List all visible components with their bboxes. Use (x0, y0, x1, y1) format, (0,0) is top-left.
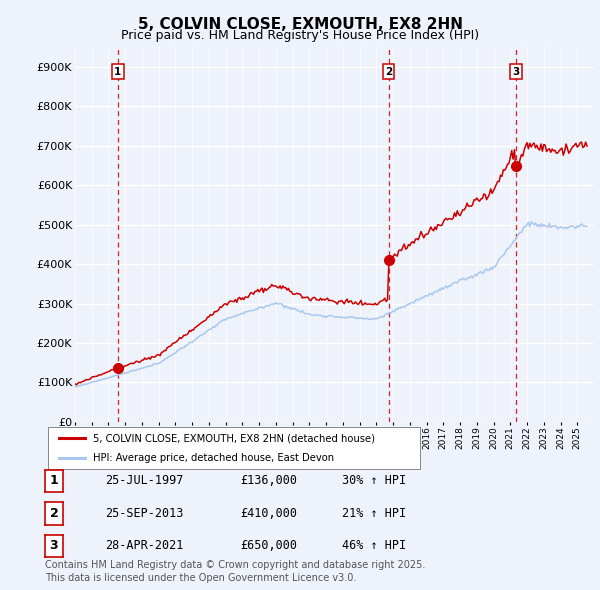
Text: 28-APR-2021: 28-APR-2021 (105, 539, 184, 552)
Text: 3: 3 (50, 539, 58, 552)
Text: Price paid vs. HM Land Registry's House Price Index (HPI): Price paid vs. HM Land Registry's House … (121, 30, 479, 42)
Text: 46% ↑ HPI: 46% ↑ HPI (342, 539, 406, 552)
Text: 25-JUL-1997: 25-JUL-1997 (105, 474, 184, 487)
Text: 30% ↑ HPI: 30% ↑ HPI (342, 474, 406, 487)
Text: 3: 3 (512, 67, 519, 77)
Text: £136,000: £136,000 (240, 474, 297, 487)
Text: 21% ↑ HPI: 21% ↑ HPI (342, 507, 406, 520)
Text: 2: 2 (385, 67, 392, 77)
Text: 5, COLVIN CLOSE, EXMOUTH, EX8 2HN: 5, COLVIN CLOSE, EXMOUTH, EX8 2HN (137, 17, 463, 31)
Text: HPI: Average price, detached house, East Devon: HPI: Average price, detached house, East… (92, 453, 334, 463)
Text: £650,000: £650,000 (240, 539, 297, 552)
Text: 5, COLVIN CLOSE, EXMOUTH, EX8 2HN (detached house): 5, COLVIN CLOSE, EXMOUTH, EX8 2HN (detac… (92, 433, 374, 443)
Text: Contains HM Land Registry data © Crown copyright and database right 2025.
This d: Contains HM Land Registry data © Crown c… (45, 560, 425, 583)
Text: 25-SEP-2013: 25-SEP-2013 (105, 507, 184, 520)
Text: £410,000: £410,000 (240, 507, 297, 520)
Text: 1: 1 (50, 474, 58, 487)
Text: 2: 2 (50, 507, 58, 520)
Text: 1: 1 (114, 67, 121, 77)
